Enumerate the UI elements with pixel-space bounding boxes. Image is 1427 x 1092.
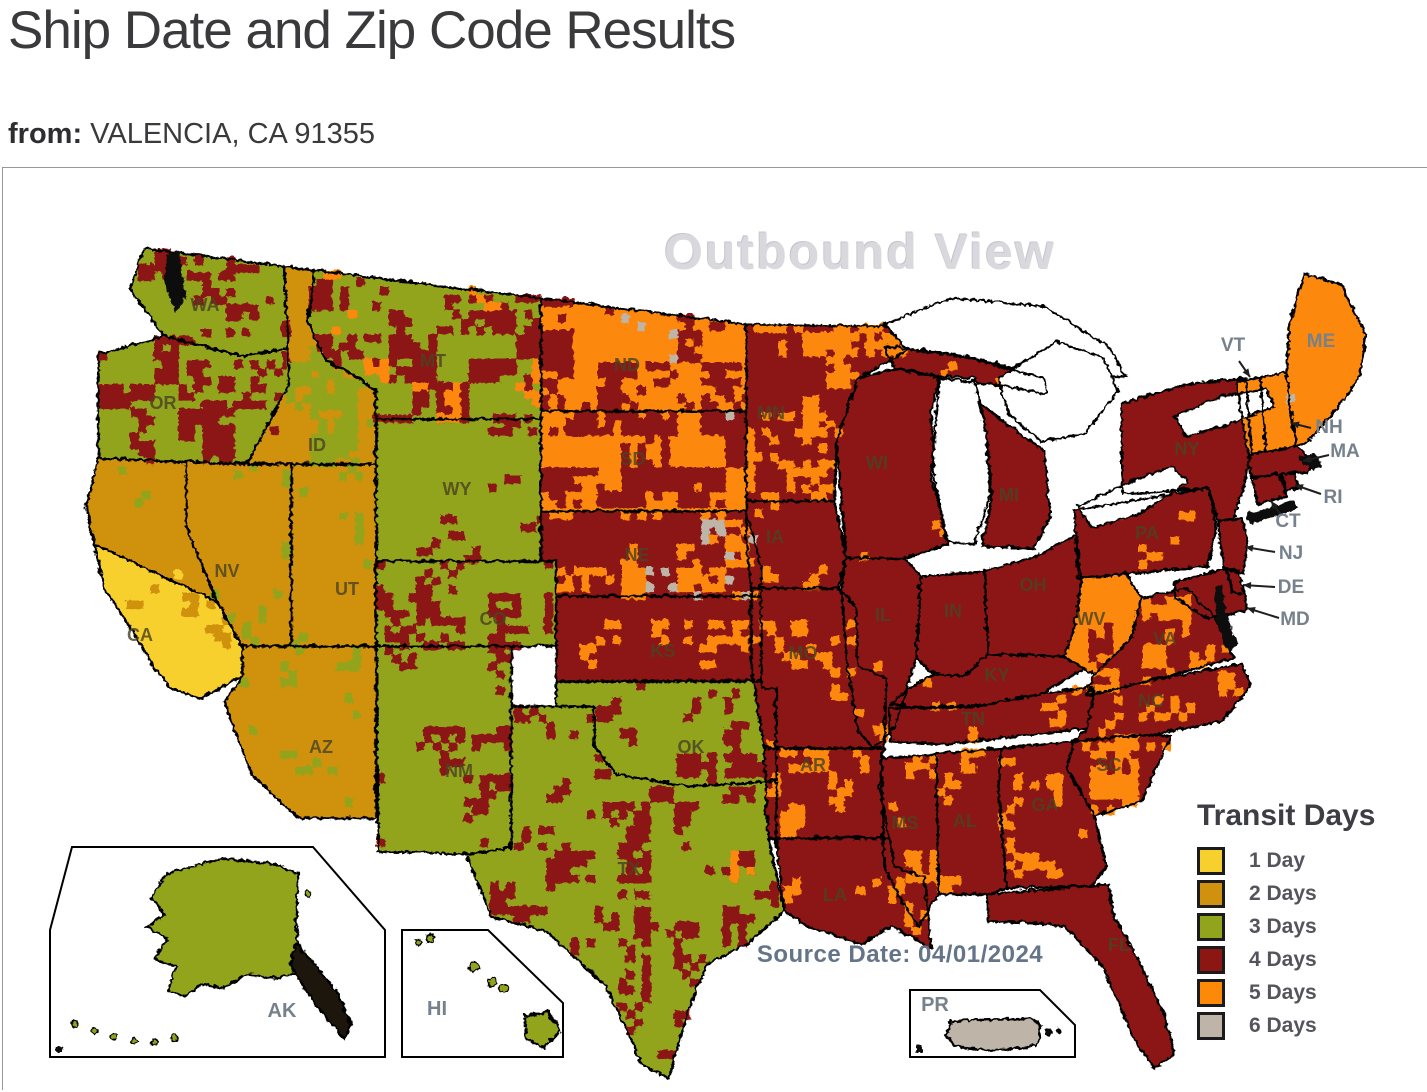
great-lake-5 xyxy=(1171,385,1275,437)
legend-label-6-day: 6 Days xyxy=(1249,1014,1317,1037)
legend-swatch-5-day xyxy=(1197,979,1225,1007)
page-title: Ship Date and Zip Code Results xyxy=(8,1,736,60)
legend-label-4-day: 4 Days xyxy=(1249,948,1317,971)
state-shape-IN xyxy=(913,568,989,677)
state-label-CA_S: CA xyxy=(127,625,153,645)
state-label-KY: KY xyxy=(984,665,1009,685)
state-callout-DE: DE xyxy=(1278,577,1304,598)
state-label-PA: PA xyxy=(1135,523,1159,543)
inset-shape-AK-1 xyxy=(142,855,302,997)
state-label-CO: CO xyxy=(480,609,507,629)
state-label-UT: UT xyxy=(335,579,359,599)
state-label-SD: SD xyxy=(620,449,645,469)
state-label-TX: TX xyxy=(617,859,640,879)
inset-shape-AK-2 xyxy=(287,940,352,1039)
state-callout-MD: MD xyxy=(1280,609,1310,630)
legend-item-6-day: 6 Days xyxy=(1197,1012,1397,1040)
map-art xyxy=(55,245,1367,1079)
great-lake-3 xyxy=(995,338,1119,442)
legend-swatch-6-day xyxy=(1197,1012,1225,1040)
state-label-NC: NC xyxy=(1138,691,1164,711)
great-lake-2 xyxy=(928,373,991,545)
state-label-OH: OH xyxy=(1020,575,1047,595)
map-panel-border xyxy=(2,167,1427,1090)
inset-label-AK: AK xyxy=(268,1000,297,1022)
legend-label-2-day: 2 Days xyxy=(1249,882,1317,905)
state-label-IN: IN xyxy=(944,601,962,621)
state-label-WY: WY xyxy=(443,479,472,499)
us-map-svg: WA OR CA NV ID UT AZ MT WY CO NM ND SD NE KS OK TX MN IA MO… xyxy=(49,245,1367,1079)
great-lake-4 xyxy=(1075,463,1189,529)
state-label-AZ: AZ xyxy=(309,737,333,757)
inset-shape-PR-1 xyxy=(943,1015,1042,1051)
source-date: Source Date: 04/01/2024 xyxy=(756,941,1044,968)
legend-label-5-day: 5 Days xyxy=(1249,981,1317,1004)
legend-item-2-day: 2 Days xyxy=(1197,880,1397,908)
inset-box-HI xyxy=(401,929,564,1058)
state-callout-MA: MA xyxy=(1330,441,1360,462)
state-label-MS: MS xyxy=(892,813,919,833)
state-label-ID: ID xyxy=(308,435,326,455)
origin-label: from: xyxy=(8,118,83,150)
state-label-MO: MO xyxy=(789,643,818,663)
state-label-OR: OR xyxy=(150,393,177,413)
state-label-NE: NE xyxy=(624,545,649,565)
map-container: Outbound View WA OR CA NV ID UT AZ MT WY CO NM ND SD… xyxy=(45,224,1390,1087)
map-watermark: Outbound View xyxy=(664,224,1056,280)
state-label-AR: AR xyxy=(800,755,826,775)
state-label-NM: NM xyxy=(445,761,473,781)
state-label-IA: IA xyxy=(766,527,784,547)
state-label-ND: ND xyxy=(614,355,640,375)
state-label-IL: IL xyxy=(875,605,891,625)
state-callout-CT: CT xyxy=(1275,511,1301,532)
state-label-WV: WV xyxy=(1077,609,1106,629)
legend-title: Transit Days xyxy=(1197,799,1376,832)
state-label-FL: FL xyxy=(1108,935,1130,955)
inset-label-PR: PR xyxy=(921,994,949,1016)
legend-swatch-3-day xyxy=(1197,913,1225,941)
coast-detail-1 xyxy=(163,249,185,311)
legend-swatch-1-day xyxy=(1197,847,1225,875)
legend-item-1-day: 1 Day xyxy=(1197,847,1397,875)
legend-swatch-2-day xyxy=(1197,880,1225,908)
legend-swatch-4-day xyxy=(1197,946,1225,974)
state-label-WI: WI xyxy=(866,453,888,473)
callouts: VT NH MA RI CT NJ DE MD AK HI PR xyxy=(268,335,1360,1022)
inset-shape-HI-1 xyxy=(521,1009,561,1049)
legend-label-3-day: 3 Days xyxy=(1249,915,1317,938)
legend-item-4-day: 4 Days xyxy=(1197,946,1397,974)
coast-detail-2 xyxy=(1245,499,1297,523)
state-label-KS: KS xyxy=(650,641,675,661)
state-label-NV: NV xyxy=(214,561,239,581)
legend-item-3-day: 3 Days xyxy=(1197,913,1397,941)
coast-detail-3 xyxy=(1213,583,1237,649)
legend-items: 1 Day 2 Days 3 Days 4 Days 5 Days 6 Days xyxy=(1197,847,1397,1040)
state-label-TN: TN xyxy=(961,709,985,729)
state-label-NY: NY xyxy=(1174,439,1199,459)
state-label-MN: MN xyxy=(757,403,785,423)
state-label-MI: MI xyxy=(999,485,1019,505)
state-label-VA: VA xyxy=(1153,629,1177,649)
state-labels: WA OR CA NV ID UT AZ MT WY CO NM ND SD NE KS OK TX MN IA MO… xyxy=(127,295,1335,955)
state-callout-NH: NH xyxy=(1315,417,1342,438)
transit-days-legend: Transit Days 1 Day 2 Days 3 Days 4 Days 5 Da… xyxy=(1197,799,1397,1045)
state-callout-VT: VT xyxy=(1221,335,1246,356)
state-label-WA: WA xyxy=(191,295,220,315)
origin-value: VALENCIA, CA 91355 xyxy=(90,118,375,150)
state-shape-AZ xyxy=(221,643,377,819)
state-callout-RI: RI xyxy=(1324,487,1343,508)
state-callout-NJ: NJ xyxy=(1279,543,1303,564)
legend-label-1-day: 1 Day xyxy=(1249,849,1306,872)
legend-item-5-day: 5 Days xyxy=(1197,979,1397,1007)
state-label-LA: LA xyxy=(823,885,847,905)
state-label-SC: SC xyxy=(1096,755,1121,775)
state-label-GA: GA xyxy=(1032,795,1059,815)
state-label-MT: MT xyxy=(420,351,446,371)
state-label-ME: ME xyxy=(1307,331,1336,352)
inset-label-HI: HI xyxy=(427,998,447,1020)
origin-line: from: VALENCIA, CA 91355 xyxy=(8,118,375,151)
state-label-OK: OK xyxy=(678,737,705,757)
state-label-AL: AL xyxy=(953,811,977,831)
